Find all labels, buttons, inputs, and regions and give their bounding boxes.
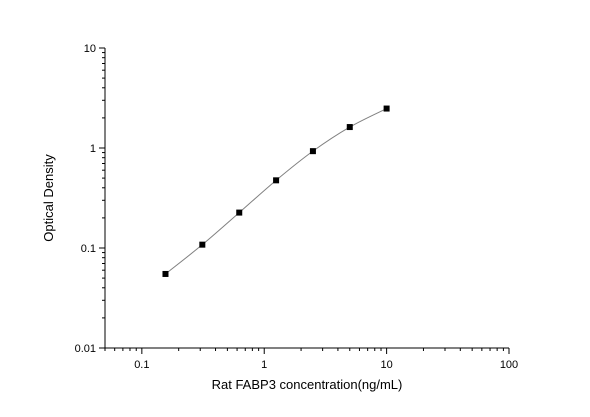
y-tick-label: 0.1 — [81, 243, 96, 255]
y-tick-label: 10 — [84, 43, 96, 55]
x-tick-label: 10 — [380, 359, 392, 371]
data-point — [162, 270, 169, 277]
data-points — [162, 105, 390, 277]
y-tick-label: 0.01 — [75, 343, 96, 355]
data-point — [309, 148, 316, 155]
x-tick-label: 0.1 — [134, 359, 149, 371]
y-tick-label: 1 — [90, 143, 96, 155]
data-point — [236, 209, 243, 216]
y-axis-ticks: 0.01 0.1 1 10 — [75, 43, 105, 355]
fit-curve — [165, 108, 387, 275]
data-point — [273, 177, 280, 184]
x-axis-ticks: 0.1 1 10 100 — [104, 348, 518, 371]
plot-area: 0.1 1 10 100 0.01 0.1 1 10 — [75, 43, 519, 371]
data-point — [199, 241, 206, 248]
y-axis-title: Optical Density — [41, 154, 56, 242]
x-tick-label: 100 — [500, 359, 518, 371]
x-axis-title: Rat FABP3 concentration(ng/mL) — [212, 377, 403, 392]
data-point — [383, 105, 390, 112]
x-tick-label: 1 — [261, 359, 267, 371]
data-point — [346, 124, 353, 131]
